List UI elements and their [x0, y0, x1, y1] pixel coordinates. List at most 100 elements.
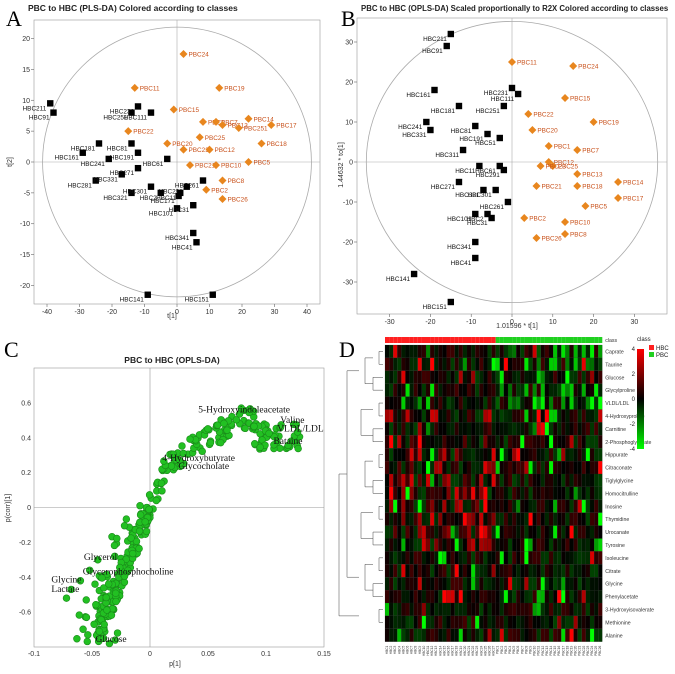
heatmap-cell — [495, 486, 500, 500]
heatmap-cell — [565, 396, 570, 410]
s-plot-point — [136, 502, 144, 510]
heatmap-cell — [503, 525, 509, 539]
heatmap-cell — [540, 486, 545, 500]
heatmap-cell — [528, 370, 533, 384]
heatmap-cell — [405, 551, 410, 565]
point-hbc251 — [500, 102, 508, 110]
heatmap-cell — [417, 602, 422, 616]
dendrogram-branch — [372, 531, 383, 546]
heatmap-cell — [471, 473, 476, 487]
heatmap-cell — [393, 615, 398, 629]
heatmap-cell — [495, 525, 500, 539]
s-plot-point — [129, 549, 137, 558]
point-label-hbc341: HBC341 — [447, 244, 472, 251]
heatmap-cell — [401, 615, 406, 629]
heatmap-cell — [442, 383, 447, 397]
heatmap-cell — [561, 512, 566, 526]
heatmap-cell — [430, 551, 435, 565]
column-label: HBC14 — [438, 645, 442, 656]
heatmap-cell — [589, 357, 595, 371]
heatmap-cell — [495, 461, 500, 475]
heatmap-cell — [479, 615, 484, 629]
panel-c-ytick-label: -0.2 — [19, 540, 31, 547]
class-bar-cell — [401, 337, 406, 343]
s-plot-point — [176, 456, 184, 465]
heatmap-cell — [507, 628, 513, 642]
point-hbc261 — [504, 198, 512, 206]
column-label: HBC9 — [418, 645, 422, 654]
heatmap-cell — [524, 409, 529, 423]
heatmap-cell — [565, 435, 570, 449]
s-plot-point — [111, 552, 119, 561]
heatmap-cell — [594, 383, 599, 397]
point-hbc251 — [128, 109, 135, 116]
heatmap-cell — [499, 577, 504, 591]
column-label: HBC24 — [479, 645, 483, 656]
class-bar-cell — [549, 337, 554, 343]
heatmap-cell — [507, 409, 513, 423]
heatmap-cell — [430, 590, 435, 604]
s-plot-point — [270, 433, 278, 441]
point-label-pbc26: PBC26 — [541, 236, 562, 243]
heatmap-cell — [454, 577, 459, 591]
heatmap-cell — [434, 409, 439, 423]
heatmap-cell — [479, 473, 484, 487]
s-plot-point — [142, 527, 151, 536]
point-label-hbc61: HBC61 — [143, 161, 164, 168]
s-plot-point — [217, 438, 225, 447]
heatmap-cell — [442, 435, 447, 449]
heatmap-cell — [442, 499, 447, 513]
heatmap-cell — [495, 615, 500, 629]
heatmap-cell — [487, 422, 492, 436]
heatmap-cell — [565, 525, 570, 539]
heatmap-cell — [532, 383, 537, 397]
heatmap-cell — [512, 422, 517, 436]
column-label: HBC16 — [447, 645, 451, 656]
s-plot-point — [178, 442, 186, 450]
heatmap-cell — [454, 564, 459, 578]
point-label-hbc81: HBC81 — [107, 145, 128, 152]
heatmap-cell — [548, 461, 554, 475]
heatmap-cell — [413, 577, 418, 591]
heatmap-cell — [565, 538, 570, 552]
heatmap-cell — [438, 564, 443, 578]
heatmap-cell — [491, 551, 496, 565]
heatmap-cell — [536, 409, 541, 423]
heatmap-cell — [540, 538, 545, 552]
heatmap-cell — [507, 435, 513, 449]
class-bar-cell — [430, 337, 435, 343]
annotation-bataine: Bataine — [273, 437, 302, 447]
heatmap-cell — [471, 422, 476, 436]
heatmap-cell — [425, 448, 431, 462]
heatmap-cell — [384, 512, 390, 526]
heatmap-cell — [393, 590, 398, 604]
column-label: PBC24 — [590, 645, 594, 655]
panel-b-xtick-label: -30 — [385, 319, 395, 326]
heatmap-cell — [540, 409, 545, 423]
heatmap-cell — [450, 370, 455, 384]
heatmap-cell — [577, 538, 582, 552]
heatmap-cell — [598, 615, 603, 629]
class-bar-cell — [450, 337, 455, 343]
heatmap-cell — [528, 602, 533, 616]
heatmap-cell — [462, 435, 468, 449]
heatmap-cell — [557, 448, 562, 462]
heatmap-cell — [520, 590, 525, 604]
point-pbc8 — [218, 176, 227, 185]
heatmap-cell — [581, 461, 586, 475]
row-label-methionine: Methionine — [605, 620, 630, 626]
heatmap-cell — [491, 512, 496, 526]
heatmap-cell — [446, 499, 451, 513]
heatmap-cell — [466, 615, 472, 629]
panel-d: D class Caprate Taurine Glucose Glycylprolin… — [337, 333, 675, 669]
heatmap-cell — [561, 538, 566, 552]
heatmap-cell — [561, 590, 566, 604]
heatmap-cell — [466, 357, 472, 371]
heatmap-cell — [594, 499, 599, 513]
heatmap-cell — [516, 615, 521, 629]
heatmap-cell — [401, 422, 406, 436]
heatmap-cell — [548, 409, 554, 423]
heatmap-cell — [548, 538, 554, 552]
point-pbc24 — [179, 49, 188, 58]
heatmap-cell — [540, 461, 545, 475]
